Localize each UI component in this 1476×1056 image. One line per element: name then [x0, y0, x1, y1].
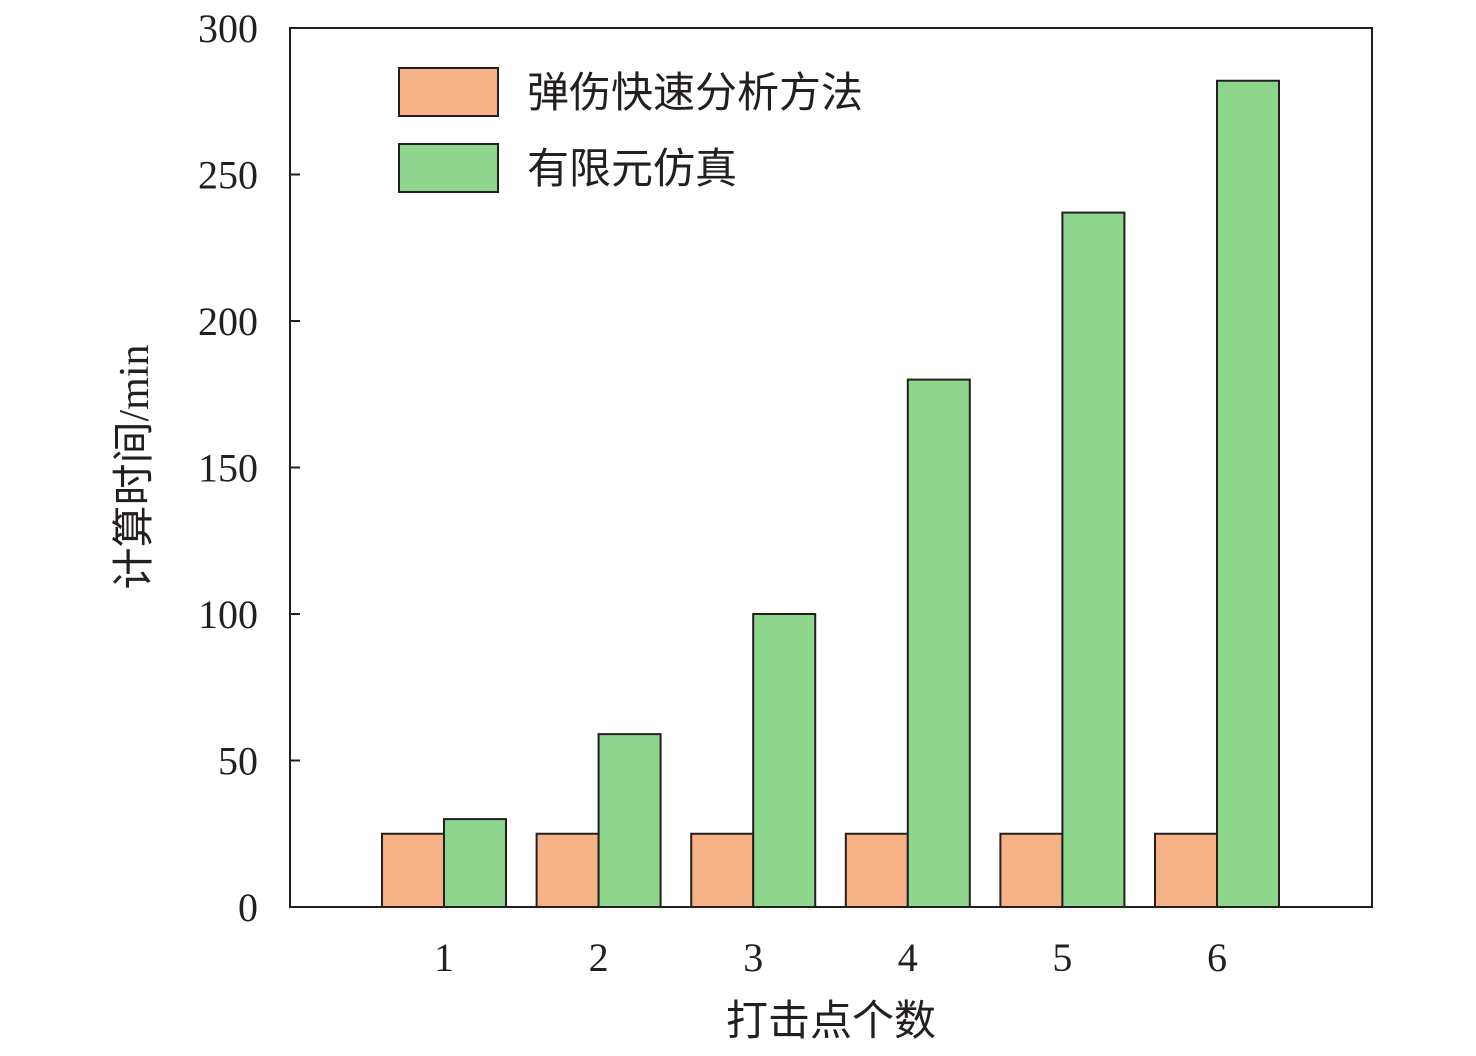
x-tick-label-5: 5: [1052, 935, 1072, 980]
bar-series1-cat-2: [535, 832, 600, 908]
bar-series1-cat-1: [381, 832, 445, 908]
bar-series2-cat-3: [752, 613, 817, 908]
legend-swatch-1: [398, 67, 499, 117]
bar-series1-cat-3: [690, 832, 755, 908]
bars-layer: [381, 79, 1280, 909]
ticks-layer: 0 50 100 150 200 250 300 1 2 3 4 5 6: [198, 6, 1227, 980]
bar-series1-cat-5: [999, 832, 1064, 908]
x-tick-label-1: 1: [434, 935, 454, 980]
x-tick-label-3: 3: [743, 935, 763, 980]
legend-label-1: 弹伤快速分析方法: [527, 71, 863, 117]
x-tick-label-6: 6: [1207, 935, 1227, 980]
bar-series2-cat-1: [443, 818, 507, 908]
bar-series2-cat-4: [906, 378, 971, 909]
y-tick-label-100: 100: [198, 592, 258, 637]
bar-series2-cat-2: [597, 733, 662, 908]
bar-series1-cat-6: [1154, 832, 1218, 908]
y-tick-label-300: 300: [198, 6, 258, 51]
y-tick-label-200: 200: [198, 299, 258, 344]
bar-series1-cat-4: [844, 832, 909, 908]
y-tick-label-50: 50: [218, 739, 258, 784]
legend-label-2: 有限元仿真: [527, 147, 737, 193]
y-tick-label-250: 250: [198, 153, 258, 198]
bar-series2-cat-5: [1061, 211, 1126, 908]
y-tick-label-0: 0: [238, 885, 258, 930]
x-tick-label-4: 4: [898, 935, 918, 980]
x-axis-title: 打击点个数: [726, 999, 936, 1045]
x-tick-label-2: 2: [589, 935, 609, 980]
legend-swatch-2: [398, 143, 499, 193]
y-axis-title: 计算时间/min: [112, 344, 158, 589]
bar-series2-cat-6: [1216, 79, 1280, 909]
y-tick-label-150: 150: [198, 446, 258, 491]
